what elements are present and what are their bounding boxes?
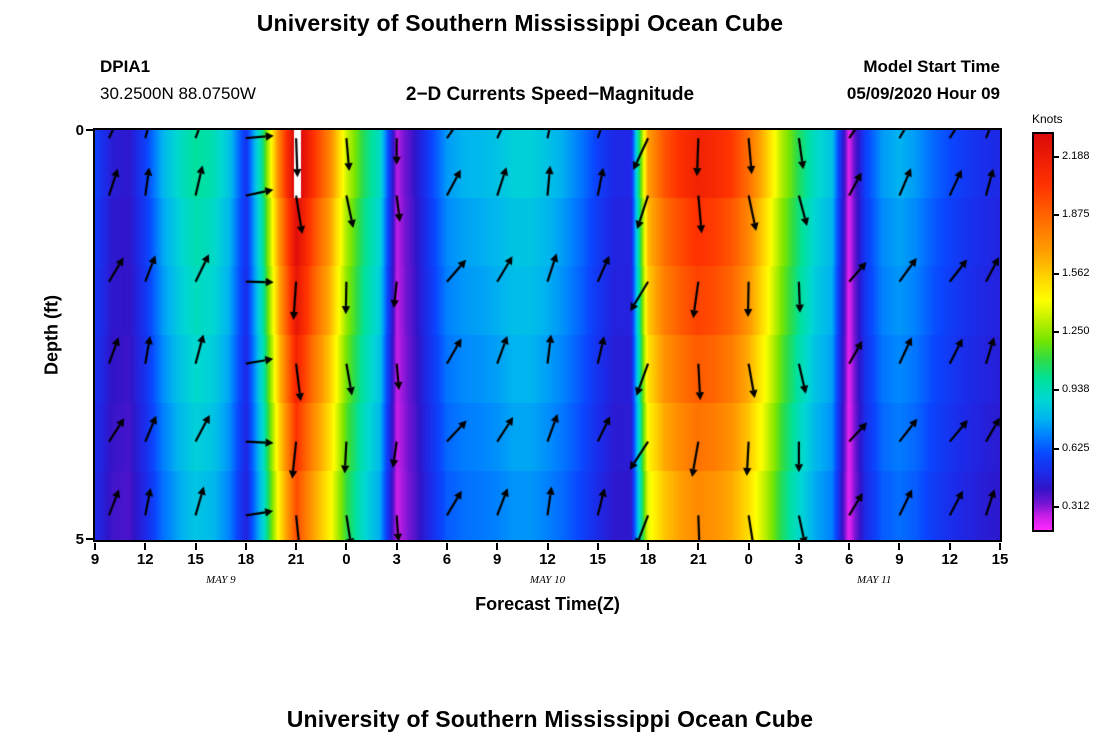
x-tick-label: 3 bbox=[794, 551, 804, 568]
x-tick-label: 12 bbox=[136, 551, 154, 568]
x-axis-date-label: MAY 9 bbox=[205, 574, 236, 586]
x-tick-label: 3 bbox=[392, 551, 401, 568]
colorbar-tick-mark bbox=[1054, 330, 1059, 333]
colorbar-tick-label: 2.188 bbox=[1062, 150, 1090, 162]
colorbar-title: Knots bbox=[1032, 112, 1063, 126]
x-tick-label: 6 bbox=[442, 551, 452, 568]
x-tick-label: 12 bbox=[941, 551, 959, 568]
x-axis-date-label: MAY 10 bbox=[529, 574, 566, 586]
x-tick-mark bbox=[848, 543, 851, 550]
x-tick-mark bbox=[345, 543, 348, 550]
y-tick-label-5: 5 bbox=[75, 531, 84, 548]
y-axis-label: Depth (ft) bbox=[41, 295, 62, 375]
x-tick-mark bbox=[445, 543, 448, 550]
x-tick-label: 15 bbox=[187, 551, 204, 568]
page-title: University of Southern Mississippi Ocean… bbox=[256, 10, 784, 36]
colorbar-tick-mark bbox=[1054, 156, 1059, 158]
model-start-time-label: Model Start Time bbox=[863, 57, 1000, 76]
footer-title: University of Southern Mississippi Ocean… bbox=[286, 706, 814, 732]
colorbar-tick-label: 0.625 bbox=[1062, 441, 1090, 454]
colorbar bbox=[1032, 132, 1054, 532]
x-tick-mark bbox=[496, 543, 499, 550]
x-tick-label: 6 bbox=[844, 551, 854, 568]
x-tick-label: 21 bbox=[689, 551, 707, 568]
x-tick-mark bbox=[948, 543, 951, 550]
x-tick-label: 0 bbox=[744, 551, 753, 568]
colorbar-tick-label: 1.250 bbox=[1062, 324, 1090, 337]
colorbar-tick-label: 1.562 bbox=[1062, 266, 1090, 279]
x-axis-date-label: MAY 11 bbox=[857, 574, 892, 586]
x-tick-mark bbox=[747, 543, 750, 550]
station-id: DPIA1 bbox=[100, 57, 151, 76]
x-tick-mark bbox=[194, 543, 197, 550]
x-tick-mark bbox=[546, 543, 549, 550]
colorbar-tick-label: 0.938 bbox=[1062, 383, 1090, 396]
model-start-time-value: 05/09/2020 Hour 09 bbox=[846, 84, 1000, 103]
x-axis-label: Forecast Time(Z) bbox=[475, 594, 620, 614]
x-tick-label: 18 bbox=[237, 551, 255, 568]
y-tick-mark bbox=[86, 538, 93, 540]
y-tick-label-0: 0 bbox=[75, 122, 84, 139]
x-tick-label: 0 bbox=[342, 551, 351, 568]
x-tick-label: 15 bbox=[991, 551, 1009, 568]
x-tick-label: 9 bbox=[493, 551, 502, 568]
x-tick-mark bbox=[596, 543, 599, 550]
x-tick-mark bbox=[898, 543, 901, 550]
x-tick-label: 18 bbox=[639, 551, 657, 568]
x-tick-label: 9 bbox=[895, 551, 904, 568]
colorbar-tick-mark bbox=[1054, 447, 1059, 450]
station-coordinates: 30.2500N 88.0750W bbox=[100, 84, 256, 103]
x-tick-mark bbox=[999, 543, 1001, 550]
x-tick-mark bbox=[244, 543, 247, 550]
x-tick-mark bbox=[697, 543, 700, 550]
colorbar-tick-label: 1.875 bbox=[1062, 208, 1090, 221]
x-tick-mark bbox=[144, 543, 147, 550]
x-tick-mark bbox=[647, 543, 650, 550]
colorbar-tick-mark bbox=[1054, 272, 1059, 275]
x-tick-mark bbox=[797, 543, 800, 550]
x-tick-label: 21 bbox=[287, 551, 305, 568]
x-tick-mark bbox=[94, 543, 96, 550]
currents-heatmap-canvas bbox=[93, 128, 1002, 542]
colorbar-tick-mark bbox=[1054, 505, 1059, 508]
x-tick-label: 12 bbox=[539, 551, 556, 568]
colorbar-tick-label: 0.312 bbox=[1062, 499, 1090, 512]
x-tick-mark bbox=[395, 543, 398, 550]
colorbar-tick-mark bbox=[1054, 389, 1059, 392]
x-tick-mark bbox=[295, 543, 298, 550]
y-tick-mark bbox=[86, 129, 93, 131]
plot-title: 2−D Currents Speed−Magnitude bbox=[405, 84, 695, 105]
colorbar-tick-mark bbox=[1054, 214, 1059, 217]
x-tick-label: 15 bbox=[589, 551, 607, 568]
x-tick-label: 9 bbox=[90, 551, 100, 568]
